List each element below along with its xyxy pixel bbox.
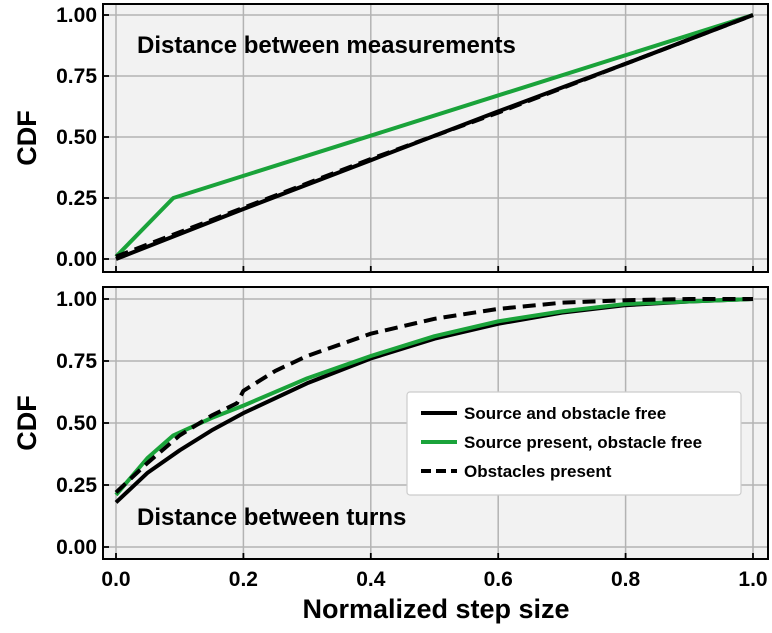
series-line [114, 297, 753, 494]
x-tick-label: 0.2 [229, 568, 258, 591]
x-axis-title: Normalized step size [302, 594, 569, 624]
legend-label: Source present, obstacle free [464, 433, 702, 452]
y-tick-label: 0.00 [56, 248, 97, 271]
y-tick-label: 0.75 [56, 65, 97, 88]
y-tick-label: 1.00 [56, 4, 97, 27]
x-tick-label: 0.4 [356, 568, 386, 591]
y-tick-label: 0.00 [56, 536, 97, 559]
y-tick-label: 0.25 [56, 187, 97, 210]
plot-frame [102, 286, 769, 560]
y-tick-label: 1.00 [56, 288, 97, 311]
series-line [115, 13, 754, 261]
x-tick-label: 0.0 [101, 568, 130, 591]
plot-area [103, 4, 768, 272]
legend-label: Obstacles present [464, 462, 612, 481]
legend: Source and obstacle free Source present, … [406, 391, 742, 496]
legend-box [406, 391, 742, 496]
y-tick-label: 0.75 [56, 350, 97, 373]
y-tick-label: 0.25 [56, 474, 97, 497]
x-tick-label: 0.8 [611, 568, 641, 591]
y-tick-label: 0.50 [56, 126, 97, 149]
series-line [114, 297, 754, 497]
x-tick-label: 0.6 [484, 568, 513, 591]
chart-panel-turns: 0.0 0.2 0.4 0.6 0.8 1.0 0.00 0.25 0.50 0.75 1.00 Di… [12, 286, 769, 591]
x-tick-label: 1.0 [738, 568, 767, 591]
chart-panel-measurements: 0.00 0.25 0.50 0.75 1.00 Distance between mea… [12, 3, 769, 273]
y-axis-title: CDF [12, 110, 42, 166]
legend-label: Source and obstacle free [464, 404, 666, 423]
panel-title: Distance between turns [137, 504, 406, 531]
y-axis-title: CDF [12, 395, 42, 451]
series-line [114, 13, 754, 258]
y-tick-label: 0.50 [56, 412, 97, 435]
panel-title: Distance between measurements [137, 32, 516, 59]
plot-frame [102, 3, 769, 273]
